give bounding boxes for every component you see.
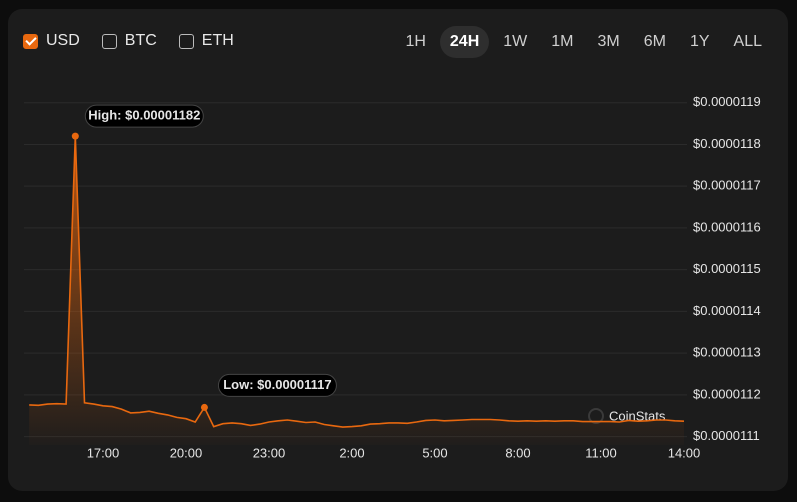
y-tick-label: $0.0000113 bbox=[693, 345, 761, 360]
currency-label: ETH bbox=[201, 32, 234, 49]
annotation-box bbox=[217, 373, 337, 397]
y-tick-label: $0.0000111 bbox=[693, 428, 760, 443]
currency-label: USD bbox=[46, 32, 80, 49]
range-button[interactable]: 24H bbox=[439, 26, 490, 58]
x-tick-label: 20:00 bbox=[170, 445, 203, 460]
range-button[interactable]: 1M bbox=[551, 33, 574, 50]
range-button[interactable]: 1W bbox=[503, 33, 528, 50]
y-tick-label: $0.0000115 bbox=[693, 261, 761, 276]
currency-toggles: USD BTC ETH bbox=[23, 32, 234, 50]
range-button[interactable]: 1Y bbox=[689, 33, 710, 50]
range-button[interactable]: 3M bbox=[597, 33, 620, 50]
y-tick-label: $0.0000112 bbox=[693, 386, 761, 401]
currency-toggle[interactable]: BTC bbox=[101, 32, 157, 50]
annotation-box bbox=[84, 104, 204, 128]
y-tick-label: $0.0000119 bbox=[693, 94, 761, 109]
price-line bbox=[29, 136, 685, 428]
currency-toggle[interactable]: USD bbox=[23, 32, 80, 50]
x-tick-label: 14:00 bbox=[668, 445, 701, 460]
area-fill bbox=[29, 136, 684, 445]
y-tick-label: $0.0000116 bbox=[693, 219, 761, 234]
checkbox[interactable] bbox=[178, 33, 194, 49]
annotation-dot bbox=[200, 403, 208, 411]
x-tick-label: 17:00 bbox=[87, 445, 120, 460]
checkbox[interactable] bbox=[101, 33, 117, 49]
currency-label: BTC bbox=[124, 32, 157, 49]
x-tick-label: 23:00 bbox=[253, 445, 286, 460]
range-button[interactable]: ALL bbox=[733, 33, 762, 50]
annotation-label: Low: $0.00001117 bbox=[223, 377, 331, 392]
annotation-dot bbox=[71, 132, 79, 140]
range-buttons: 1H 24H 1W 1M 3M 6M 1Y ALL bbox=[395, 26, 772, 58]
y-tick-label: $0.0000114 bbox=[693, 303, 761, 318]
currency-toggle[interactable]: ETH bbox=[178, 32, 234, 50]
x-tick-label: 5:00 bbox=[422, 445, 447, 460]
x-tick-label: 11:00 bbox=[585, 445, 617, 460]
checkbox[interactable] bbox=[23, 33, 38, 49]
annotation-label: High: $0.00001182 bbox=[88, 108, 200, 123]
y-tick-label: $0.0000117 bbox=[693, 178, 761, 193]
x-tick-label: 2:00 bbox=[339, 445, 364, 460]
range-button[interactable]: 1H bbox=[405, 33, 426, 50]
range-button[interactable]: 6M bbox=[643, 33, 666, 50]
x-tick-label: 8:00 bbox=[505, 445, 530, 460]
y-tick-label: $0.0000118 bbox=[693, 136, 761, 151]
panel: USD BTC ETH 1H 24H 1W 1M 3M 6M 1Y ALL bbox=[8, 9, 788, 491]
